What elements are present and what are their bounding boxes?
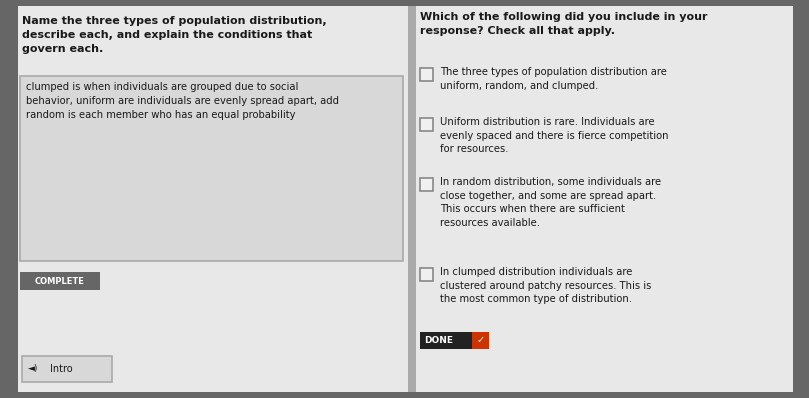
Text: Name the three types of population distribution,
describe each, and explain the : Name the three types of population distr… [22,16,327,54]
Text: Uniform distribution is rare. Individuals are
evenly spaced and there is fierce : Uniform distribution is rare. Individual… [440,117,668,154]
Bar [793,0,809,398]
Bar [420,268,433,281]
Bar [20,76,403,261]
Text: In clumped distribution individuals are
clustered around patchy resources. This : In clumped distribution individuals are … [440,267,651,304]
Bar [22,356,112,382]
Text: In random distribution, some individuals are
close together, and some are spread: In random distribution, some individuals… [440,177,661,228]
Bar [420,178,433,191]
Bar [0,392,809,398]
Bar [0,0,809,6]
Text: COMPLETE: COMPLETE [35,277,85,285]
Text: DONE: DONE [424,336,453,345]
Bar [472,332,489,349]
Text: ✓: ✓ [477,336,485,345]
Bar [20,272,100,290]
Bar [0,0,18,398]
Bar [416,6,793,392]
Text: ◄): ◄) [28,365,38,373]
Bar [420,118,433,131]
Text: Which of the following did you include in your
response? Check all that apply.: Which of the following did you include i… [420,12,708,36]
Bar [18,6,408,392]
Text: The three types of population distribution are
uniform, random, and clumped.: The three types of population distributi… [440,67,667,91]
Bar [420,332,472,349]
Text: Intro: Intro [50,364,73,374]
Bar [420,68,433,81]
Text: clumped is when individuals are grouped due to social
behavior, uniform are indi: clumped is when individuals are grouped … [26,82,339,120]
Bar [408,6,416,392]
